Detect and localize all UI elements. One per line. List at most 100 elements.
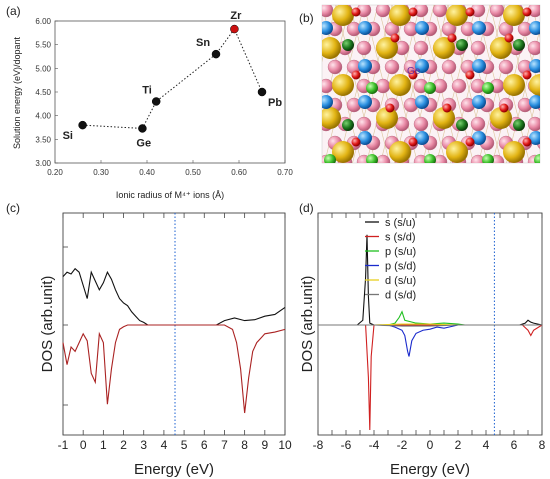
point-label-sn: Sn xyxy=(196,37,210,49)
green-atom xyxy=(482,82,494,94)
gold-atom xyxy=(332,141,354,163)
x-tick-label-a: 0.50 xyxy=(185,168,201,177)
blue-atom xyxy=(529,21,540,35)
gold-atom xyxy=(446,5,468,26)
x-tick-label-c: 8 xyxy=(241,438,248,452)
gold-atom xyxy=(490,37,512,59)
red-atom xyxy=(447,33,457,43)
pink-atom xyxy=(527,116,540,132)
x-tick-label-c: 7 xyxy=(221,438,228,452)
blue-atom xyxy=(358,21,372,35)
x-tick-label-c: 1 xyxy=(100,438,107,452)
legend-entry: s (s/d) xyxy=(385,232,416,244)
connector-lines-a xyxy=(82,28,263,129)
x-tick-label-c: 0 xyxy=(80,438,87,452)
blue-atom xyxy=(415,21,429,35)
green-atom xyxy=(366,82,378,94)
x-tick-label-a: 0.70 xyxy=(277,168,293,177)
gold-atom xyxy=(322,107,341,129)
blue-atom xyxy=(529,95,540,109)
dos-curve-p-s-u- xyxy=(318,310,542,326)
x-tick-label-d: 0 xyxy=(427,438,434,452)
point-label-zr: Zr xyxy=(230,10,242,22)
x-tick-label-a: 0.40 xyxy=(139,168,155,177)
pink-atom xyxy=(375,78,391,94)
red-atom xyxy=(442,103,452,113)
dark-green-atom xyxy=(342,119,354,131)
data-point-si xyxy=(78,120,87,130)
blue-atom xyxy=(472,95,486,109)
dark-green-atom xyxy=(342,39,354,51)
data-point-pb xyxy=(257,87,267,97)
y-axis-label-c: DOS (arb.unit) xyxy=(39,276,56,373)
pink-atom xyxy=(356,40,372,56)
x-tick-label-c: 10 xyxy=(278,438,292,452)
spin-up-curve-c xyxy=(62,267,286,326)
pink-atom xyxy=(375,5,391,18)
point-label-ti: Ti xyxy=(142,84,152,96)
blue-atom xyxy=(415,131,429,145)
x-tick-label-d: 4 xyxy=(483,438,490,452)
y-tick-label-a: 3.50 xyxy=(35,135,51,144)
tick-labels-a: 0.20 0.30 0.40 0.50 0.60 0.70 3.00 3.50 4.00 4.50… xyxy=(35,17,293,177)
tick-labels-c: -1 0 1 2 3 4 5 6 7 8 9 10 xyxy=(58,213,292,452)
red-atom xyxy=(504,33,514,43)
crystal-structure-image: Ge xyxy=(321,4,541,164)
red-atom xyxy=(522,7,532,17)
red-atom xyxy=(351,137,361,147)
dos-curves-c xyxy=(62,213,286,435)
gold-atom xyxy=(322,37,341,59)
plot-frame-c xyxy=(62,212,286,436)
gold-atom xyxy=(376,107,398,129)
atoms xyxy=(322,5,540,163)
x-tick-label-c: 9 xyxy=(261,438,268,452)
red-atom xyxy=(351,7,361,17)
chart-a: 0.20 0.30 0.40 0.50 0.60 0.70 3.00 3.50 4.00 4.50… xyxy=(12,10,293,200)
pink-atom xyxy=(451,78,467,94)
red-atom xyxy=(499,103,509,113)
blue-atom xyxy=(322,21,333,35)
y-tick-label-a: 4.00 xyxy=(35,112,51,121)
gold-atom xyxy=(446,141,468,163)
y-tick-label-a: 6.00 xyxy=(35,17,51,26)
blue-atom xyxy=(358,95,372,109)
blue-atom xyxy=(358,131,372,145)
y-axis-label-d: DOS (arb.unit) xyxy=(299,276,316,373)
dark-green-atom xyxy=(513,119,525,131)
spin-down-curve-c xyxy=(62,324,286,414)
chart-d: -8 -6 -4 -2 0 2 4 6 8 s (s/u) s (s/d) p (s/u) p (s/… xyxy=(299,212,546,478)
pink-atom xyxy=(441,59,457,75)
pink-atom xyxy=(413,116,429,132)
pink-atom xyxy=(527,40,540,56)
dos-curve-s-s-u- xyxy=(318,234,543,326)
red-atom xyxy=(408,137,418,147)
plot-frame-a xyxy=(54,20,286,164)
dos-curve-d-s-d- xyxy=(318,324,542,327)
x-axis-label-c: Energy (eV) xyxy=(134,461,214,478)
green-atom xyxy=(534,154,540,163)
pink-atom xyxy=(413,40,429,56)
x-tick-label-d: 8 xyxy=(539,438,546,452)
bond xyxy=(322,5,323,7)
gold-atom xyxy=(376,37,398,59)
legend-d: s (s/u) s (s/d) p (s/u) p (s/d) d (s/u) d (s/… xyxy=(365,217,416,302)
pink-atom xyxy=(470,116,486,132)
gold-atom xyxy=(503,5,525,26)
blue-atom xyxy=(415,95,429,109)
dos-curves-d xyxy=(318,213,543,435)
x-tick-label-c: 3 xyxy=(140,438,147,452)
x-tick-label-d: -8 xyxy=(313,438,324,452)
y-axis-label-a: Solution energy (eV)/dopant xyxy=(12,36,22,149)
dark-green-atom xyxy=(513,39,525,51)
pink-atom xyxy=(356,116,372,132)
x-tick-label-c: -1 xyxy=(58,438,69,452)
y-tick-label-a: 5.50 xyxy=(35,41,51,50)
ge-atom-label: Ge xyxy=(407,66,421,77)
red-atom xyxy=(465,70,475,80)
y-tick-label-a: 5.00 xyxy=(35,64,51,73)
data-point-sn xyxy=(211,49,221,59)
dos-curve-p-s-d- xyxy=(318,324,542,357)
dark-green-atom xyxy=(456,39,468,51)
x-axis-label-a: Ionic radius of M⁴⁺ ions (Å) xyxy=(116,190,224,200)
data-point-ti xyxy=(151,97,161,106)
